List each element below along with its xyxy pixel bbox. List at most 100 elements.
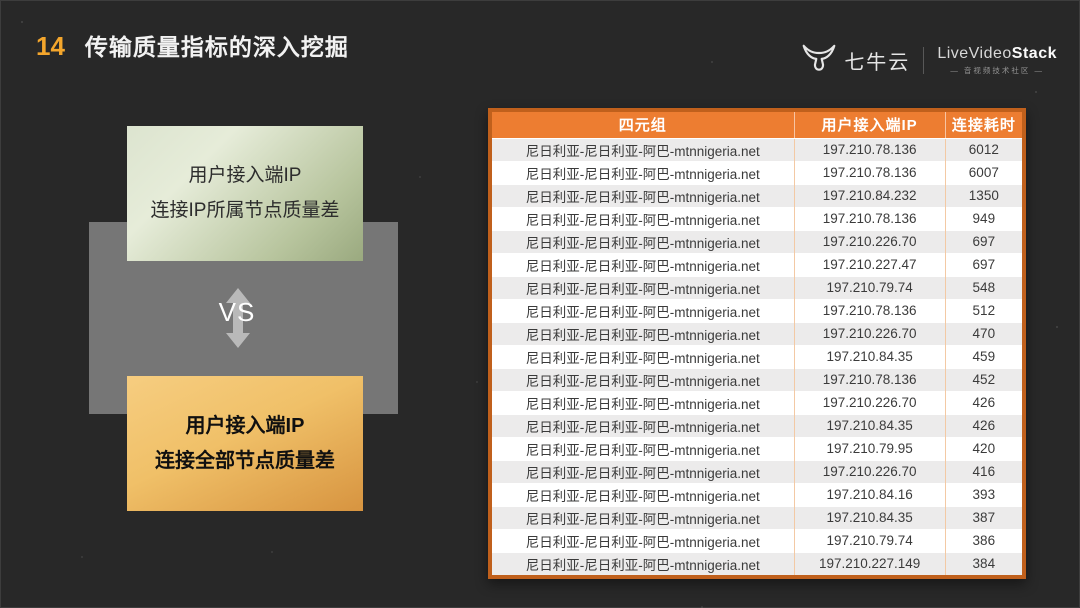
cell-time: 1350 [944,184,1022,207]
qiniu-logo-label: 七牛云 [844,51,911,74]
cell-quad: 尼日利亚-尼日利亚-阿巴-mtnnigeria.net [492,230,795,253]
cell-ip: 197.210.227.149 [793,552,946,575]
cell-ip: 197.210.79.74 [793,276,946,299]
cell-time: 470 [944,322,1022,345]
cell-quad: 尼日利亚-尼日利亚-阿巴-mtnnigeria.net [492,161,795,184]
cell-time: 386 [944,529,1022,552]
cell-quad: 尼日利亚-尼日利亚-阿巴-mtnnigeria.net [492,276,795,299]
quality-table-body: 尼日利亚-尼日利亚-阿巴-mtnnigeria.net 197.210.78.13… [492,138,1022,575]
cell-ip: 197.210.84.35 [793,345,946,368]
table-row: 尼日利亚-尼日利亚-阿巴-mtnnigeria.net 197.210.79.95… [492,437,1022,460]
cell-time: 697 [944,230,1022,253]
cell-quad: 尼日利亚-尼日利亚-阿巴-mtnnigeria.net [492,460,795,483]
table-row: 尼日利亚-尼日利亚-阿巴-mtnnigeria.net 197.210.84.16… [492,483,1022,506]
cell-ip: 197.210.226.70 [793,322,946,345]
cell-ip: 197.210.84.16 [793,483,946,506]
table-row: 尼日利亚-尼日利亚-阿巴-mtnnigeria.net 197.210.227.1… [492,552,1022,575]
livevideostack-logo: LiveVideoStack — 音视频技术社区 — [937,45,1057,76]
cell-ip: 197.210.226.70 [793,460,946,483]
cell-ip: 197.210.227.47 [793,253,946,276]
cell-quad: 尼日利亚-尼日利亚-阿巴-mtnnigeria.net [492,184,795,207]
cell-time: 697 [944,253,1022,276]
header-quad: 四元组 [492,112,795,138]
cell-quad: 尼日利亚-尼日利亚-阿巴-mtnnigeria.net [492,529,795,552]
cell-quad: 尼日利亚-尼日利亚-阿巴-mtnnigeria.net [492,368,795,391]
top-box-line2: 连接IP所属节点质量差 [150,199,340,221]
cell-quad: 尼日利亚-尼日利亚-阿巴-mtnnigeria.net [492,483,795,506]
table-row: 尼日利亚-尼日利亚-阿巴-mtnnigeria.net 197.210.84.35… [492,506,1022,529]
bottom-comparison-box: 用户接入端IP 连接全部节点质量差 [127,376,363,511]
table-row: 尼日利亚-尼日利亚-阿巴-mtnnigeria.net 197.210.78.13… [492,368,1022,391]
slide-number: 14 [36,31,65,61]
cell-time: 452 [944,368,1022,391]
cell-time: 420 [944,437,1022,460]
logo-bar: 七牛云 LiveVideoStack — 音视频技术社区 — [801,43,1057,77]
livevideostack-tagline: — 音视频技术社区 — [950,65,1044,75]
logo-separator [923,46,925,74]
cell-time: 384 [944,552,1022,575]
bottom-box-line2: 连接全部节点质量差 [155,449,335,472]
header-ip: 用户接入端IP [793,112,946,138]
table-row: 尼日利亚-尼日利亚-阿巴-mtnnigeria.net 197.210.84.35… [492,345,1022,368]
cell-ip: 197.210.79.95 [793,437,946,460]
cell-ip: 197.210.84.232 [793,184,946,207]
table-row: 尼日利亚-尼日利亚-阿巴-mtnnigeria.net 197.210.78.13… [492,207,1022,230]
cell-quad: 尼日利亚-尼日利亚-阿巴-mtnnigeria.net [492,552,795,575]
cell-time: 416 [944,460,1022,483]
table-row: 尼日利亚-尼日利亚-阿巴-mtnnigeria.net 197.210.226.7… [492,460,1022,483]
top-box-line1: 用户接入端IP [188,165,302,187]
table-row: 尼日利亚-尼日利亚-阿巴-mtnnigeria.net 197.210.226.7… [492,230,1022,253]
table-row: 尼日利亚-尼日利亚-阿巴-mtnnigeria.net 197.210.84.23… [492,184,1022,207]
cell-quad: 尼日利亚-尼日利亚-阿巴-mtnnigeria.net [492,345,795,368]
table-row: 尼日利亚-尼日利亚-阿巴-mtnnigeria.net 197.210.79.74… [492,276,1022,299]
cell-quad: 尼日利亚-尼日利亚-阿巴-mtnnigeria.net [492,506,795,529]
cell-quad: 尼日利亚-尼日利亚-阿巴-mtnnigeria.net [492,414,795,437]
header-time: 连接耗时 [944,112,1022,138]
page-title: 传输质量指标的深入挖掘 [84,34,349,60]
background-specks [21,21,23,23]
cell-ip: 197.210.226.70 [793,391,946,414]
table-row: 尼日利亚-尼日利亚-阿巴-mtnnigeria.net 197.210.227.4… [492,253,1022,276]
livevideostack-wordmark: LiveVideoStack [937,44,1057,62]
bottom-box-line1: 用户接入端IP [185,414,305,437]
double-arrow-icon [225,288,251,353]
table-row: 尼日利亚-尼日利亚-阿巴-mtnnigeria.net 197.210.78.13… [492,138,1022,161]
cell-quad: 尼日利亚-尼日利亚-阿巴-mtnnigeria.net [492,437,795,460]
cell-time: 949 [944,207,1022,230]
cell-ip: 197.210.79.74 [793,529,946,552]
cell-quad: 尼日利亚-尼日利亚-阿巴-mtnnigeria.net [492,138,795,161]
table-row: 尼日利亚-尼日利亚-阿巴-mtnnigeria.net 197.210.226.7… [492,322,1022,345]
cell-quad: 尼日利亚-尼日利亚-阿巴-mtnnigeria.net [492,253,795,276]
cell-quad: 尼日利亚-尼日利亚-阿巴-mtnnigeria.net [492,207,795,230]
qiniu-bull-icon [801,43,837,77]
table-row: 尼日利亚-尼日利亚-阿巴-mtnnigeria.net 197.210.78.13… [492,299,1022,322]
top-comparison-box: 用户接入端IP 连接IP所属节点质量差 [127,126,363,261]
cell-time: 6007 [944,161,1022,184]
cell-time: 548 [944,276,1022,299]
cell-ip: 197.210.78.136 [793,207,946,230]
table-header-row: 四元组 用户接入端IP 连接耗时 [492,112,1022,138]
cell-time: 459 [944,345,1022,368]
qiniu-logo: 七牛云 [801,43,910,77]
cell-quad: 尼日利亚-尼日利亚-阿巴-mtnnigeria.net [492,299,795,322]
cell-ip: 197.210.78.136 [793,138,946,161]
cell-ip: 197.210.78.136 [793,368,946,391]
cell-time: 393 [944,483,1022,506]
cell-ip: 197.210.78.136 [793,161,946,184]
table-row: 尼日利亚-尼日利亚-阿巴-mtnnigeria.net 197.210.79.74… [492,529,1022,552]
slide-header: 14 传输质量指标的深入挖掘 [36,28,349,62]
cell-quad: 尼日利亚-尼日利亚-阿巴-mtnnigeria.net [492,322,795,345]
cell-ip: 197.210.84.35 [793,414,946,437]
table-row: 尼日利亚-尼日利亚-阿巴-mtnnigeria.net 197.210.226.7… [492,391,1022,414]
quality-table: 四元组 用户接入端IP 连接耗时 尼日利亚-尼日利亚-阿巴-mtnnigeria… [488,108,1026,579]
cell-time: 426 [944,414,1022,437]
cell-quad: 尼日利亚-尼日利亚-阿巴-mtnnigeria.net [492,391,795,414]
table-row: 尼日利亚-尼日利亚-阿巴-mtnnigeria.net 197.210.84.35… [492,414,1022,437]
cell-time: 387 [944,506,1022,529]
cell-ip: 197.210.226.70 [793,230,946,253]
cell-ip: 197.210.84.35 [793,506,946,529]
cell-time: 6012 [944,138,1022,161]
vs-label: VS [218,297,256,327]
cell-time: 426 [944,391,1022,414]
table-row: 尼日利亚-尼日利亚-阿巴-mtnnigeria.net 197.210.78.13… [492,161,1022,184]
